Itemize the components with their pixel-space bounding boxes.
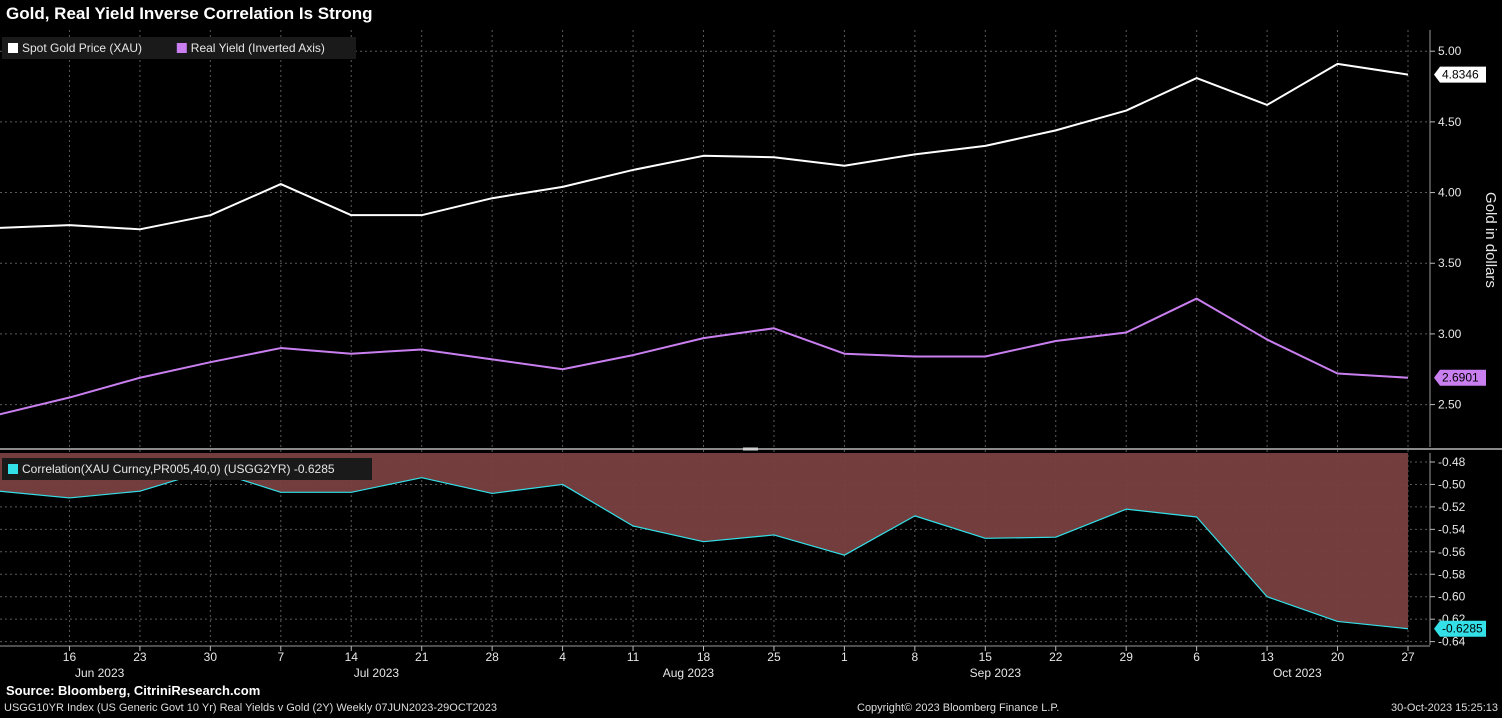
x-tick-label: 14 bbox=[345, 650, 359, 664]
x-tick-label: 1 bbox=[841, 650, 848, 664]
x-tick-label: 13 bbox=[1260, 650, 1274, 664]
gold-price-line bbox=[0, 62, 1409, 231]
legend-layer: Spot Gold Price (XAU) Real Yield (Inverte… bbox=[2, 37, 372, 480]
y-axis-label: Gold in dollars bbox=[1482, 192, 1499, 288]
y-tick-label: 3.50 bbox=[1438, 256, 1462, 270]
x-tick-label: 29 bbox=[1120, 650, 1134, 664]
correlation-fill-layer bbox=[0, 453, 1408, 629]
y-tick-label: 5.00 bbox=[1438, 44, 1462, 58]
last-value-tags-layer: 4.8346 2.6901 -0.6285 bbox=[1434, 66, 1486, 637]
y-tick-label: -0.54 bbox=[1438, 522, 1466, 536]
x-tick-label: 8 bbox=[912, 650, 919, 664]
x-tick-label: 6 bbox=[1193, 650, 1200, 664]
chart-title: Gold, Real Yield Inverse Correlation Is … bbox=[6, 4, 373, 23]
footer-description: USGG10YR Index (US Generic Govt 10 Yr) R… bbox=[4, 702, 497, 714]
last-value-tag bbox=[1434, 369, 1486, 386]
y-tick-label: -0.64 bbox=[1438, 635, 1466, 649]
month-label: Jul 2023 bbox=[354, 666, 400, 680]
last-value-tag bbox=[1434, 66, 1486, 83]
footer-copyright: Copyright© 2023 Bloomberg Finance L.P. bbox=[857, 702, 1060, 714]
month-label: Jun 2023 bbox=[75, 666, 125, 680]
y-tick-label: -0.48 bbox=[1438, 455, 1466, 469]
legend-label: Correlation(XAU Curncy,PR005,40,0) (USGG… bbox=[22, 462, 335, 476]
legend-swatch bbox=[8, 43, 18, 53]
y-tick-label: 2.50 bbox=[1438, 398, 1462, 412]
month-label: Sep 2023 bbox=[970, 666, 1022, 680]
y-tick-label: -0.50 bbox=[1438, 477, 1466, 491]
y-tick-label: -0.58 bbox=[1438, 567, 1466, 581]
x-tick-label: 27 bbox=[1401, 650, 1415, 664]
x-tick-label: 16 bbox=[63, 650, 77, 664]
legend-swatch bbox=[176, 43, 187, 53]
y-tick-label: -0.60 bbox=[1438, 590, 1466, 604]
bottom-legend-box bbox=[2, 458, 372, 480]
y-tick-label: 4.50 bbox=[1438, 115, 1462, 129]
legend-label: Real Yield (Inverted Axis) bbox=[191, 41, 325, 55]
x-tick-label: 22 bbox=[1049, 650, 1063, 664]
last-value-tag bbox=[1434, 620, 1486, 637]
x-tick-label: 7 bbox=[277, 650, 284, 664]
last-value-label: -0.6285 bbox=[1442, 622, 1483, 636]
x-tick-label: 21 bbox=[415, 650, 429, 664]
x-tick-label: 23 bbox=[133, 650, 147, 664]
y-tick-label: 4.00 bbox=[1438, 186, 1462, 200]
real-yield-line bbox=[0, 297, 1409, 416]
x-tick-label: 4 bbox=[559, 650, 566, 664]
correlation-area bbox=[0, 453, 1408, 629]
y-tick-label: -0.52 bbox=[1438, 500, 1466, 514]
legend-label: Spot Gold Price (XAU) bbox=[22, 41, 142, 55]
x-tick-label: 28 bbox=[485, 650, 499, 664]
month-label: Aug 2023 bbox=[663, 666, 715, 680]
x-tick-label: 25 bbox=[767, 650, 781, 664]
last-value-label: 2.6901 bbox=[1442, 371, 1479, 385]
footer-timestamp: 30-Oct-2023 15:25:13 bbox=[1390, 702, 1498, 714]
y-tick-label: 3.00 bbox=[1438, 327, 1462, 341]
last-value-label: 4.8346 bbox=[1442, 68, 1479, 82]
x-tick-label: 11 bbox=[627, 650, 640, 664]
month-label: Oct 2023 bbox=[1273, 666, 1322, 680]
x-tick-label: 15 bbox=[979, 650, 993, 664]
footer-source: Source: Bloomberg, CitriniResearch.com bbox=[6, 683, 261, 698]
y-tick-label: -0.56 bbox=[1438, 545, 1466, 559]
x-tick-label: 30 bbox=[204, 650, 218, 664]
axis-layer: 5.00 4.50 4.00 3.50 3.00 2.50 Gold in dollars -… bbox=[0, 30, 1502, 680]
x-tick-label: 18 bbox=[697, 650, 711, 664]
legend-swatch bbox=[8, 464, 18, 474]
x-tick-label: 20 bbox=[1331, 650, 1345, 664]
